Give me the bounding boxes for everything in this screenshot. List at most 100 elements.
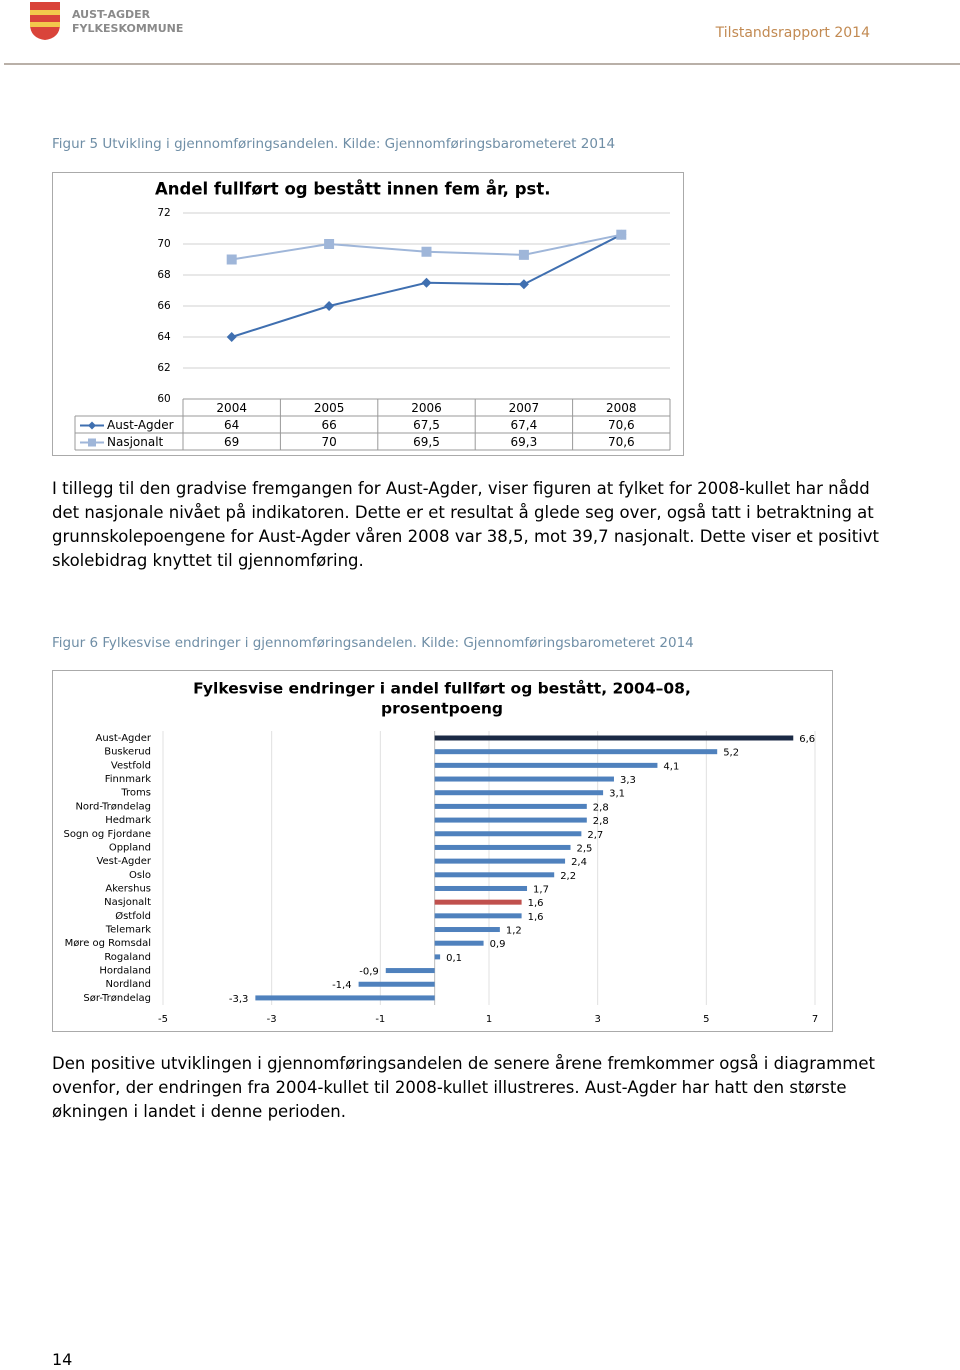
y-tick-label: 66 [157,300,171,312]
x-tick-label: 2004 [216,401,247,415]
y-tick-label: 60 [157,393,170,405]
data-label: 69 [224,435,239,449]
y-tick-label: Oslo [129,870,151,881]
point [421,277,432,288]
y-tick-label: Sør-Trøndelag [83,993,151,1004]
y-tick-label: Møre og Romsdal [65,938,151,949]
bar [358,981,435,987]
x-tick-label: 5 [703,1014,709,1025]
y-tick-label: Oppland [109,842,151,853]
y-tick-label: 64 [157,331,171,343]
y-tick-label: Nasjonalt [104,897,151,908]
y-tick-label: Finnmark [105,774,151,785]
y-tick-label: Østfold [115,910,151,922]
data-label: 6,6 [799,734,815,745]
data-label: 5,2 [723,748,739,759]
y-tick-label: 62 [157,362,170,374]
data-label: 2,4 [571,857,587,868]
bar [434,749,718,755]
data-label: 70 [321,435,336,449]
data-label: 4,1 [663,761,679,772]
y-tick-label: Rogaland [104,952,151,963]
y-tick-label: 70 [157,238,170,250]
logo [30,2,60,40]
data-label: -1,4 [332,980,352,991]
bar [434,885,528,891]
legend-marker [88,421,96,430]
chart-frame [52,670,833,1032]
bar [434,913,522,919]
org-name: AUST-AGDER FYLKESKOMMUNE [72,8,183,36]
bar [434,940,484,946]
bar [255,995,435,1001]
x-tick-label: -5 [158,1014,168,1025]
org-line: FYLKESKOMMUNE [72,22,184,35]
legend-label: Aust-Agder [107,418,174,432]
chart-title: Fylkesvise endringer i andel fullført og… [193,679,691,698]
bar [434,776,614,782]
bar [434,831,582,837]
data-label: 69,5 [413,435,440,449]
point [518,279,529,290]
chart-title: prosentpoeng [381,700,503,718]
x-tick-label: 2008 [606,401,637,415]
bar [434,954,441,960]
data-label: 70,6 [608,418,635,432]
y-tick-label: Hordaland [99,966,151,977]
y-tick-label: 68 [157,269,170,281]
data-label: 2,8 [593,816,609,827]
bar [434,803,587,809]
y-tick-label: Hedmark [105,815,151,826]
data-label: 3,1 [609,789,625,800]
x-tick-label: -1 [375,1014,385,1025]
point [518,249,529,260]
point [226,332,237,342]
point [324,301,335,311]
legend-label: Nasjonalt [107,435,164,449]
y-tick-label: 72 [157,207,170,219]
y-tick-label: Telemark [105,925,151,936]
y-tick-label: Nord-Trøndelag [75,801,151,812]
data-label: -3,3 [229,994,249,1005]
bar [434,872,555,878]
y-tick-label: Vestfold [111,760,151,771]
figure-caption: Figur 5 Utvikling i gjennomføringsandele… [52,136,616,152]
point [616,229,627,240]
x-tick-label: 7 [812,1014,818,1025]
data-label: 1,6 [528,898,544,909]
figure-caption: Figur 6 Fylkesvise endringer i gjennomfø… [52,635,694,651]
x-tick-label: 2006 [411,401,442,415]
data-label: 66 [321,418,336,432]
data-label: 64 [224,418,239,432]
data-label: 1,2 [506,926,522,937]
data-label: 0,9 [490,939,506,950]
bar [434,899,522,905]
bar [434,735,794,741]
y-tick-label: Sogn og Fjordane [63,829,151,840]
data-label: 67,4 [511,418,538,432]
legend-marker [88,438,96,447]
chart-title: Andel fullført og bestått innen fem år, … [155,180,550,199]
bar [434,817,587,823]
data-label: 1,7 [533,884,549,895]
y-tick-label: Vest-Agder [96,856,151,867]
x-tick-label: 2005 [314,401,345,415]
point [421,246,432,257]
x-tick-label: 2007 [509,401,540,415]
header-rule [4,63,960,65]
point [324,239,335,249]
data-label: -0,9 [359,967,379,978]
y-tick-label: Troms [120,788,151,799]
paragraph: Den positive utviklingen i gjennomføring… [52,1054,875,1121]
bar [434,762,658,768]
data-label: 0,1 [446,953,462,964]
data-label: 1,6 [528,912,544,923]
data-label: 67,5 [413,418,440,432]
data-label: 2,8 [593,802,609,813]
x-tick-label: 3 [594,1014,600,1025]
y-tick-label: Buskerud [104,747,151,758]
bar [385,968,435,974]
x-tick-label: 1 [486,1014,492,1025]
